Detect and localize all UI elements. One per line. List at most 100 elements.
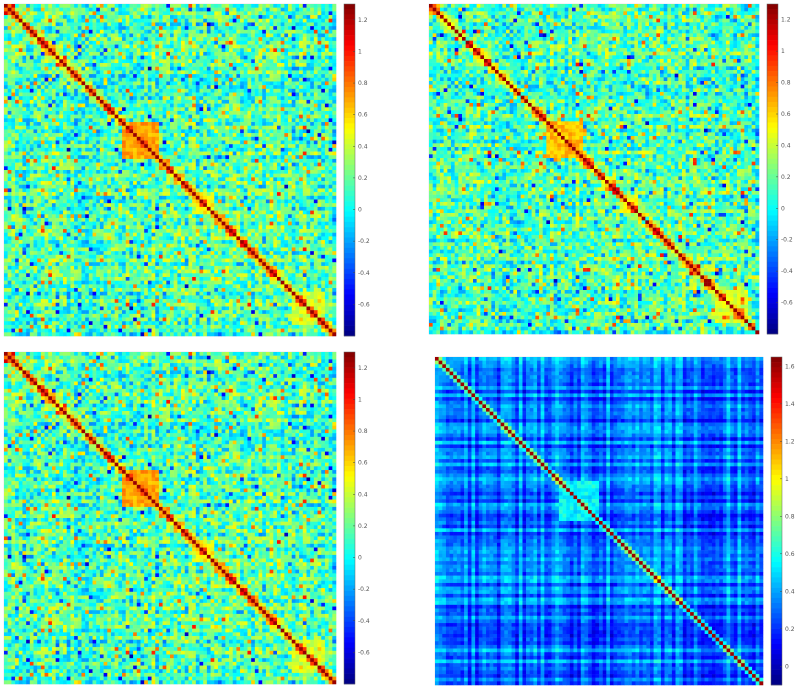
heatmap-cell [92,173,97,178]
heatmap-cell [181,151,186,156]
heatmap-cell [151,81,156,86]
heatmap-cell [210,125,215,130]
heatmap-cell [96,151,101,156]
heatmap-cell [288,188,292,193]
heatmap-cell [147,48,152,53]
heatmap-cell [147,195,152,200]
heatmap-cell [147,110,152,115]
heatmap-cell [59,147,64,152]
heatmap-cell [192,55,197,60]
heatmap-cell [44,92,49,97]
heatmap-cell [99,29,104,34]
heatmap-cell [4,184,8,189]
heatmap-cell [332,26,337,31]
heatmap-cell [295,96,300,101]
heatmap-cell [221,195,226,200]
heatmap-cell [232,107,237,112]
heatmap-cell [81,33,86,38]
heatmap-cell [70,184,75,189]
heatmap-cell [96,206,101,211]
heatmap-cell [74,118,79,123]
heatmap-cell [63,22,67,27]
heatmap-cell [276,199,281,204]
heatmap-cell [265,192,270,197]
heatmap-cell [92,18,97,23]
heatmap-cell [92,77,97,82]
heatmap-cell [232,11,237,16]
heatmap-cell [22,66,27,71]
heatmap-cell [321,199,326,204]
heatmap-cell [7,192,12,197]
heatmap-cell [210,70,215,75]
heatmap-cell [247,51,252,56]
heatmap-cell [92,181,97,186]
heatmap-cell [140,77,145,82]
heatmap-cell [103,103,108,108]
heatmap-cell [44,48,49,53]
heatmap-cell [236,170,241,174]
heatmap-cell [92,92,97,97]
heatmap-cell [310,63,315,67]
heatmap-cell [276,195,281,200]
heatmap-cell [247,77,252,82]
heatmap-cell [151,188,156,193]
heatmap-cell [66,33,71,38]
heatmap-cell [195,199,200,204]
heatmap-cell [96,173,101,178]
heatmap-cell [107,63,112,67]
heatmap-cell [114,107,119,112]
heatmap-cell [232,44,237,49]
heatmap-cell [11,18,16,23]
heatmap-cell [114,70,119,75]
heatmap-cell [74,81,79,86]
heatmap-cell [188,96,193,101]
heatmap-cell [280,55,285,60]
heatmap-cell [251,162,256,167]
heatmap-cell [173,144,178,149]
heatmap-cell [251,40,256,45]
heatmap-cell [44,158,49,163]
heatmap-cell [110,181,115,186]
heatmap-cell [192,70,197,75]
heatmap-cell [77,158,82,163]
heatmap-cell [158,206,163,211]
heatmap-cell [107,166,112,171]
heatmap-cell [291,11,296,16]
heatmap-cell [262,74,267,79]
heatmap-cell [280,85,285,90]
heatmap-cell [122,15,126,20]
heatmap-cell [299,11,304,16]
heatmap-cell [170,129,174,134]
heatmap-cell [269,144,274,149]
heatmap-cell [310,181,315,186]
heatmap-cell [173,170,178,174]
heatmap-cell [15,33,20,38]
heatmap-cell [195,77,200,82]
heatmap-cell [114,88,119,93]
heatmap-cell [214,18,219,23]
heatmap-cell [162,140,167,145]
heatmap-cell [269,103,274,108]
heatmap-cell [74,7,79,12]
heatmap-cell [66,37,71,42]
heatmap-cell [229,22,233,27]
heatmap-cell [229,177,233,182]
heatmap-cell [114,122,119,126]
heatmap-cell [26,136,31,141]
heatmap-cell [188,110,193,115]
heatmap-cell [96,170,101,174]
heatmap-cell [40,199,45,204]
heatmap-cell [251,110,256,115]
heatmap-cell [195,110,200,115]
heatmap-cell [11,81,16,86]
heatmap-cell [63,96,67,101]
heatmap-cell [129,129,134,134]
heatmap-cell [103,188,108,193]
heatmap-cell [217,166,222,171]
heatmap-cell [155,7,160,12]
heatmap-cell [7,125,12,130]
heatmap-cell [288,140,292,145]
heatmap-cell [155,151,160,156]
heatmap-cell [258,173,263,178]
heatmap-cell [85,63,90,67]
